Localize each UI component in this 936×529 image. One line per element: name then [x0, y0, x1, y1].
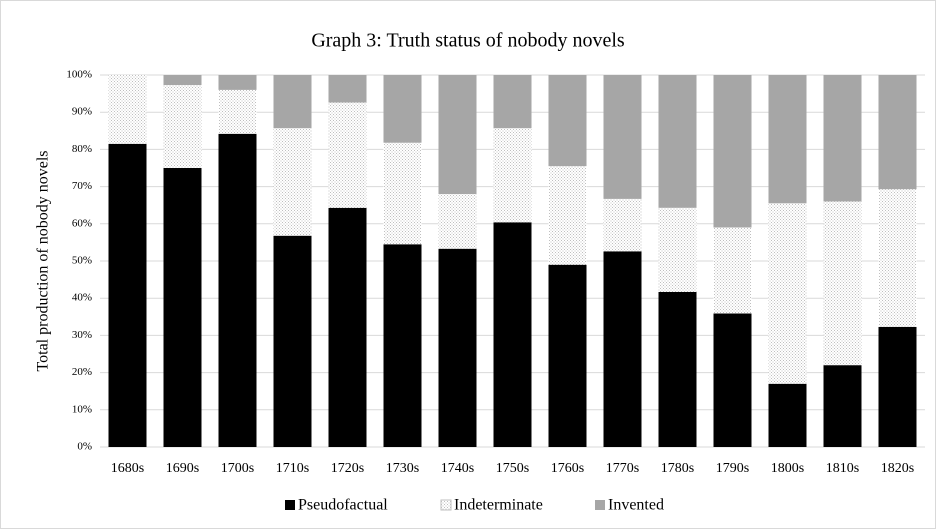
bar-segment — [328, 75, 367, 103]
legend-label: Pseudofactual — [298, 497, 388, 514]
legend-label: Indeterminate — [454, 497, 543, 514]
x-tick-label: 1790s — [716, 461, 749, 476]
bar-segment — [383, 75, 422, 143]
x-tick-label: 1800s — [771, 461, 804, 476]
bar-segment — [713, 75, 752, 228]
bar-segment — [493, 222, 532, 447]
bar-segment — [713, 313, 752, 447]
bar-segment — [768, 383, 807, 447]
bar-segment — [878, 75, 917, 190]
bar-segment — [823, 201, 862, 366]
y-tick-label: 60% — [72, 217, 92, 229]
y-tick-label: 80% — [72, 143, 92, 155]
x-tick-label: 1760s — [551, 461, 584, 476]
bar-segment — [603, 198, 642, 252]
bar-segment — [108, 143, 147, 447]
bar-segment — [548, 166, 587, 265]
legend-swatch — [285, 500, 295, 510]
bar-segment — [438, 194, 477, 249]
legend-label: Invented — [608, 497, 664, 514]
bar-segment — [438, 248, 477, 447]
bar-segment — [383, 244, 422, 447]
bar-segment — [768, 75, 807, 204]
bar-segment — [878, 189, 917, 327]
y-tick-label: 100% — [66, 69, 92, 81]
bar-segment — [383, 142, 422, 245]
x-tick-label: 1750s — [496, 461, 529, 476]
bar-segment — [163, 85, 202, 168]
bar-segment — [273, 235, 312, 447]
x-tick-label: 1680s — [111, 461, 144, 476]
bar-segment — [163, 75, 202, 86]
bar-segment — [163, 168, 202, 447]
bar-segment — [658, 291, 697, 447]
x-tick-label: 1770s — [606, 461, 639, 476]
chart-title: Graph 3: Truth status of nobody novels — [311, 30, 625, 52]
x-tick-label: 1700s — [221, 461, 254, 476]
legend-swatch — [595, 500, 605, 510]
y-tick-label: 0% — [77, 441, 92, 453]
y-tick-label: 70% — [72, 180, 92, 192]
bar-segment — [273, 75, 312, 129]
legend-swatch — [440, 499, 452, 511]
y-tick-label: 10% — [72, 403, 92, 415]
x-tick-label: 1710s — [276, 461, 309, 476]
bar-segment — [768, 203, 807, 384]
bar-segment — [878, 326, 917, 447]
bar-segment — [328, 102, 367, 208]
bar-segment — [658, 75, 697, 208]
bar-segment — [548, 75, 587, 167]
x-tick-label: 1720s — [331, 461, 364, 476]
bar-segment — [218, 89, 257, 134]
bar-segment — [823, 75, 862, 202]
bar-segment — [713, 227, 752, 314]
x-tick-label: 1730s — [386, 461, 419, 476]
bar-segment — [658, 207, 697, 292]
bar-segment — [493, 75, 532, 129]
bar-segment — [603, 251, 642, 447]
bar-segment — [548, 264, 587, 447]
x-tick-label: 1780s — [661, 461, 694, 476]
y-tick-label: 30% — [72, 329, 92, 341]
y-tick-label: 20% — [72, 366, 92, 378]
x-tick-label: 1820s — [881, 461, 914, 476]
y-tick-label: 90% — [72, 106, 92, 118]
y-axis-title: Total production of nobody novels — [35, 150, 52, 371]
bar-segment — [218, 75, 257, 90]
y-tick-label: 40% — [72, 292, 92, 304]
bar-segment — [273, 128, 312, 236]
y-tick-label: 50% — [72, 255, 92, 267]
x-tick-label: 1810s — [826, 461, 859, 476]
bar-segment — [328, 207, 367, 447]
bar-segment — [493, 128, 532, 223]
bar-segment — [823, 365, 862, 447]
bar-segment — [603, 75, 642, 199]
x-tick-label: 1740s — [441, 461, 474, 476]
bar-segment — [218, 133, 257, 447]
bar-segment — [438, 75, 477, 195]
x-tick-label: 1690s — [166, 461, 199, 476]
bar-segment — [108, 75, 147, 144]
